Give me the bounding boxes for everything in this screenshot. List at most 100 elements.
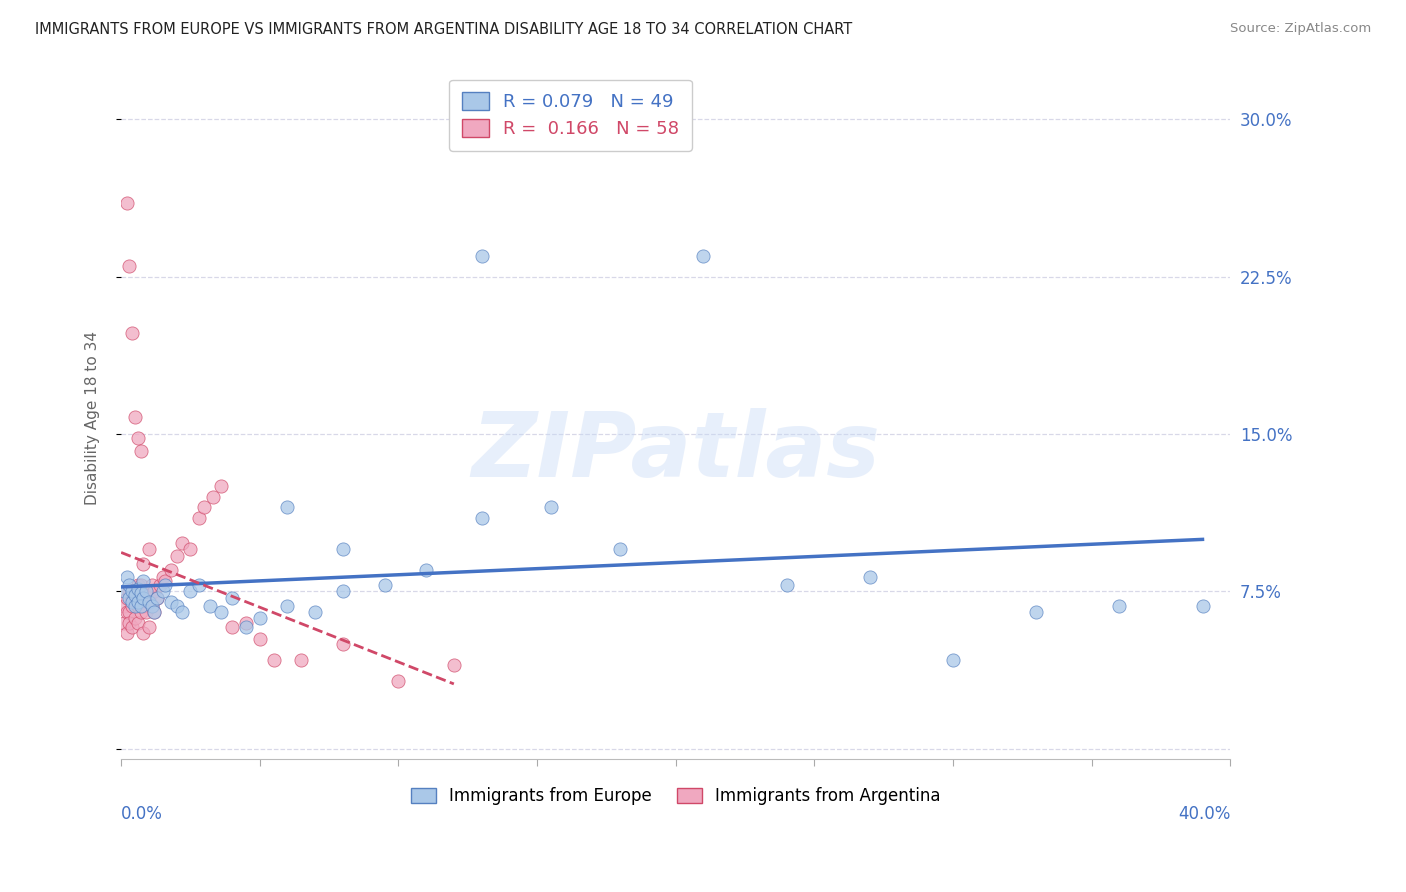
Point xyxy=(132,574,155,588)
Point xyxy=(193,500,215,515)
Point xyxy=(121,591,143,605)
Point xyxy=(141,599,163,613)
Point xyxy=(129,586,152,600)
Point xyxy=(115,591,138,605)
Point xyxy=(172,605,194,619)
Point xyxy=(374,578,396,592)
Point xyxy=(443,657,465,672)
Point xyxy=(118,591,141,605)
Point xyxy=(1108,599,1130,613)
Point xyxy=(118,605,141,619)
Point xyxy=(121,620,143,634)
Point xyxy=(155,578,177,592)
Point xyxy=(118,615,141,630)
Point xyxy=(132,626,155,640)
Point xyxy=(179,542,201,557)
Point xyxy=(129,591,152,605)
Point xyxy=(115,626,138,640)
Point xyxy=(146,591,169,605)
Point xyxy=(152,569,174,583)
Point xyxy=(332,637,354,651)
Point xyxy=(692,249,714,263)
Point xyxy=(387,674,409,689)
Point xyxy=(121,599,143,613)
Point xyxy=(304,605,326,619)
Point xyxy=(775,578,797,592)
Point xyxy=(138,542,160,557)
Text: 0.0%: 0.0% xyxy=(121,805,163,823)
Point xyxy=(127,578,149,592)
Point xyxy=(124,584,146,599)
Point xyxy=(121,595,143,609)
Point xyxy=(112,615,135,630)
Text: ZIPatlas: ZIPatlas xyxy=(471,409,880,496)
Point xyxy=(129,443,152,458)
Point xyxy=(129,578,152,592)
Point xyxy=(179,584,201,599)
Point xyxy=(143,584,166,599)
Point xyxy=(129,599,152,613)
Point xyxy=(132,557,155,571)
Point xyxy=(127,615,149,630)
Point xyxy=(118,259,141,273)
Point xyxy=(155,574,177,588)
Point xyxy=(135,584,157,599)
Point xyxy=(124,410,146,425)
Point xyxy=(135,584,157,599)
Point xyxy=(471,511,494,525)
Point xyxy=(235,620,257,634)
Text: Source: ZipAtlas.com: Source: ZipAtlas.com xyxy=(1230,22,1371,36)
Point xyxy=(249,632,271,647)
Text: 40.0%: 40.0% xyxy=(1178,805,1230,823)
Point xyxy=(221,620,243,634)
Point xyxy=(132,591,155,605)
Point xyxy=(115,196,138,211)
Point xyxy=(263,653,285,667)
Point xyxy=(118,584,141,599)
Point xyxy=(276,500,298,515)
Point xyxy=(121,584,143,599)
Point xyxy=(124,595,146,609)
Point xyxy=(143,605,166,619)
Point xyxy=(160,595,183,609)
Point xyxy=(166,599,188,613)
Point xyxy=(609,542,631,557)
Legend: Immigrants from Europe, Immigrants from Argentina: Immigrants from Europe, Immigrants from … xyxy=(404,780,948,812)
Point xyxy=(112,599,135,613)
Point xyxy=(115,569,138,583)
Point xyxy=(187,511,209,525)
Point xyxy=(129,605,152,619)
Point xyxy=(209,605,232,619)
Point xyxy=(152,584,174,599)
Point xyxy=(942,653,965,667)
Point xyxy=(127,582,149,596)
Point xyxy=(121,326,143,341)
Point xyxy=(332,542,354,557)
Point xyxy=(127,595,149,609)
Point xyxy=(471,249,494,263)
Point xyxy=(201,490,224,504)
Point xyxy=(160,563,183,577)
Point xyxy=(1025,605,1047,619)
Point xyxy=(112,584,135,599)
Point xyxy=(221,591,243,605)
Point xyxy=(124,611,146,625)
Point xyxy=(138,595,160,609)
Point xyxy=(172,536,194,550)
Point xyxy=(135,605,157,619)
Point xyxy=(138,620,160,634)
Point xyxy=(115,605,138,619)
Point xyxy=(249,611,271,625)
Point xyxy=(141,578,163,592)
Point xyxy=(235,615,257,630)
Point xyxy=(124,589,146,603)
Point xyxy=(124,599,146,613)
Point xyxy=(143,605,166,619)
Point xyxy=(276,599,298,613)
Point xyxy=(127,599,149,613)
Point xyxy=(166,549,188,563)
Point xyxy=(415,563,437,577)
Point xyxy=(138,591,160,605)
Point xyxy=(540,500,562,515)
Text: IMMIGRANTS FROM EUROPE VS IMMIGRANTS FROM ARGENTINA DISABILITY AGE 18 TO 34 CORR: IMMIGRANTS FROM EUROPE VS IMMIGRANTS FRO… xyxy=(35,22,852,37)
